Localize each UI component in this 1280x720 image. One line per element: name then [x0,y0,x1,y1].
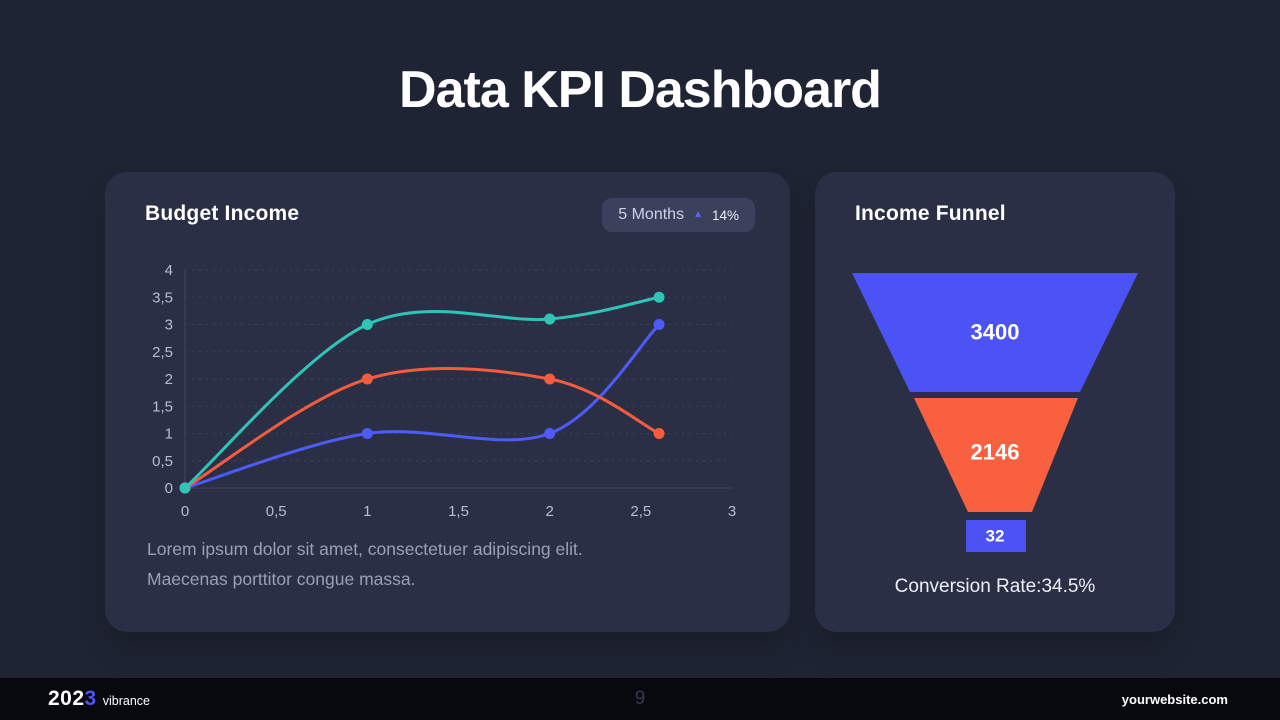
page-number: 9 [634,688,646,709]
description-line-1: Lorem ipsum dolor sit amet, consectetuer… [147,539,583,559]
x-axis-tick-label: 3 [728,503,736,520]
x-axis-tick-label: 0,5 [266,503,287,520]
badge-change-value: 14% [711,207,739,223]
funnel-value-top: 3400 [971,320,1020,345]
x-axis-tick-label: 1 [363,503,371,520]
y-axis-tick-label: 1,5 [152,398,173,415]
conversion-rate-label: Conversion Rate:34.5% [894,576,1096,597]
data-point-series-teal [653,291,665,303]
x-axis-tick-label: 1,5 [448,503,469,520]
data-point-series-teal [544,313,556,325]
period-badge: 5 Months ▲ 14% [602,198,755,232]
data-point-series-blue [361,428,373,439]
trend-up-icon: ▲ [693,209,703,220]
income-funnel-card: Income Funnel 3400 2146 32 Conversion Ra… [815,172,1175,632]
income-funnel-chart: 3400 2146 32 [852,273,1138,552]
budget-description: Lorem ipsum dolor sit amet, consectetuer… [147,534,583,594]
y-axis-tick-label: 3 [165,317,173,334]
y-axis-tick-label: 1 [165,426,173,443]
funnel-stage-middle [914,398,1078,512]
data-point-series-teal [179,482,191,494]
funnel-value-middle: 2146 [971,440,1020,465]
series-line-series-orange [183,367,661,490]
y-axis-tick-label: 2 [165,371,173,388]
y-axis-tick-label: 0 [165,480,173,497]
website-text: yourwebsite.com [1121,691,1228,707]
logo-year: 2023 [48,687,97,710]
series-line-series-teal [183,295,661,490]
footer-bar: 2023 vibrance 9 yourwebsite.com [0,678,1280,720]
logo-brand-name: vibrance [102,694,150,708]
x-axis-tick-label: 2 [545,503,553,520]
badge-period-label: 5 Months [618,206,685,223]
y-axis-tick-label: 3,5 [152,289,173,306]
x-axis-tick-label: 0 [181,503,189,520]
x-axis-tick-label: 2,5 [630,503,651,520]
y-axis-tick-label: 2,5 [152,344,173,361]
y-axis-tick-label: 0,5 [152,453,173,470]
data-point-series-orange [361,373,373,385]
data-point-series-blue [653,319,665,330]
data-point-series-orange [653,428,665,439]
data-point-series-blue [544,428,556,439]
y-axis-tick-label: 4 [165,262,173,279]
budget-line-chart: 0 0,5 1 1,5 2 2,5 3 3,5 4 0 0,5 1 1,5 2 2,5 3 [152,262,736,520]
funnel-stage-top [852,273,1138,392]
budget-card-title: Budget Income [145,202,300,225]
description-line-2: Maecenas porttitor congue massa. [147,569,416,589]
logo-year-accent: 3 [84,687,97,710]
brand-logo: 2023 vibrance [48,678,150,720]
funnel-stage-bottom [966,520,1026,552]
data-point-series-orange [544,373,556,385]
funnel-card-title: Income Funnel [855,202,1006,225]
funnel-value-bottom: 32 [986,527,1005,546]
budget-income-card: Budget Income 5 Months ▲ 14% 0 0,5 1 1,5 2 2,… [105,172,790,632]
data-point-series-teal [361,319,373,330]
series-line-series-blue [183,323,661,490]
page-title: Data KPI Dashboard [399,61,882,119]
